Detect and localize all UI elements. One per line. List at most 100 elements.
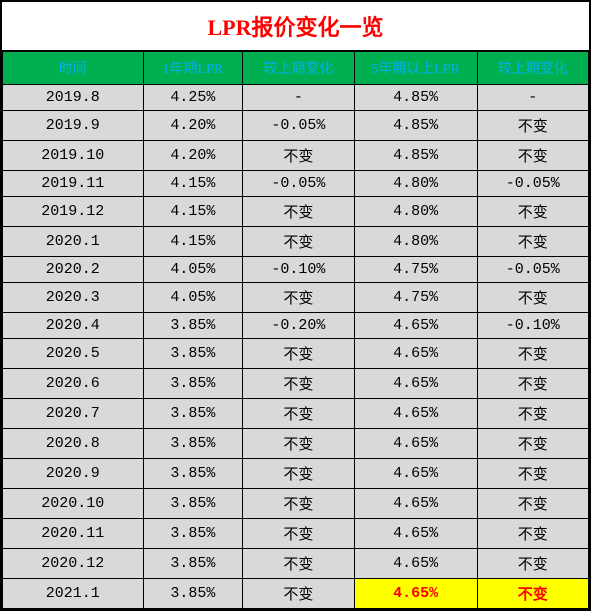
- cell-1y-change: -0.05%: [243, 171, 354, 197]
- table-row: 2019.124.15%不变4.80%不变: [3, 197, 589, 227]
- cell-5y-change: 不变: [477, 399, 588, 429]
- cell-1y-change: 不变: [243, 549, 354, 579]
- cell-time: 2019.8: [3, 85, 144, 111]
- cell-1y-lpr: 3.85%: [143, 339, 243, 369]
- cell-5y-lpr: 4.65%: [354, 369, 477, 399]
- header-5y-change: 较上期变化: [477, 52, 588, 85]
- cell-5y-change: 不变: [477, 339, 588, 369]
- table-row: 2020.14.15%不变4.80%不变: [3, 227, 589, 257]
- cell-1y-lpr: 3.85%: [143, 579, 243, 609]
- cell-1y-lpr: 4.15%: [143, 197, 243, 227]
- table-row: 2019.104.20%不变4.85%不变: [3, 141, 589, 171]
- header-row: 时间 1年期LPR 较上期变化 5年期以上LPR 较上期变化: [3, 52, 589, 85]
- cell-1y-change: 不变: [243, 339, 354, 369]
- cell-1y-change: -0.20%: [243, 313, 354, 339]
- cell-time: 2020.3: [3, 283, 144, 313]
- cell-1y-change: 不变: [243, 369, 354, 399]
- cell-5y-lpr: 4.65%: [354, 519, 477, 549]
- cell-1y-lpr: 3.85%: [143, 313, 243, 339]
- cell-5y-lpr: 4.65%: [354, 579, 477, 609]
- cell-5y-change: -0.05%: [477, 257, 588, 283]
- header-time: 时间: [3, 52, 144, 85]
- cell-time: 2019.12: [3, 197, 144, 227]
- cell-5y-lpr: 4.65%: [354, 313, 477, 339]
- table-row: 2020.103.85%不变4.65%不变: [3, 489, 589, 519]
- cell-time: 2020.4: [3, 313, 144, 339]
- header-1y-lpr: 1年期LPR: [143, 52, 243, 85]
- cell-1y-change: 不变: [243, 489, 354, 519]
- table-row: 2021.13.85%不变4.65%不变: [3, 579, 589, 609]
- table-body: 2019.84.25%-4.85%-2019.94.20%-0.05%4.85%…: [3, 85, 589, 609]
- cell-1y-lpr: 3.85%: [143, 519, 243, 549]
- cell-5y-change: -0.10%: [477, 313, 588, 339]
- cell-1y-change: 不变: [243, 429, 354, 459]
- cell-1y-change: -: [243, 85, 354, 111]
- table-row: 2020.113.85%不变4.65%不变: [3, 519, 589, 549]
- cell-1y-change: 不变: [243, 141, 354, 171]
- cell-1y-lpr: 4.25%: [143, 85, 243, 111]
- cell-1y-lpr: 4.15%: [143, 227, 243, 257]
- table-row: 2020.24.05%-0.10%4.75%-0.05%: [3, 257, 589, 283]
- cell-1y-lpr: 4.15%: [143, 171, 243, 197]
- cell-5y-lpr: 4.80%: [354, 227, 477, 257]
- cell-time: 2020.8: [3, 429, 144, 459]
- cell-5y-change: 不变: [477, 489, 588, 519]
- cell-5y-lpr: 4.65%: [354, 429, 477, 459]
- table-row: 2020.73.85%不变4.65%不变: [3, 399, 589, 429]
- cell-5y-lpr: 4.65%: [354, 489, 477, 519]
- cell-time: 2020.2: [3, 257, 144, 283]
- cell-5y-lpr: 4.80%: [354, 197, 477, 227]
- cell-5y-change: 不变: [477, 283, 588, 313]
- cell-1y-change: -0.10%: [243, 257, 354, 283]
- cell-1y-change: -0.05%: [243, 111, 354, 141]
- lpr-table: 时间 1年期LPR 较上期变化 5年期以上LPR 较上期变化 2019.84.2…: [2, 51, 589, 609]
- cell-1y-change: 不变: [243, 283, 354, 313]
- cell-1y-lpr: 4.05%: [143, 257, 243, 283]
- cell-time: 2020.9: [3, 459, 144, 489]
- cell-1y-lpr: 3.85%: [143, 429, 243, 459]
- table-row: 2020.123.85%不变4.65%不变: [3, 549, 589, 579]
- cell-5y-change: -0.05%: [477, 171, 588, 197]
- cell-5y-lpr: 4.85%: [354, 111, 477, 141]
- cell-5y-change: 不变: [477, 519, 588, 549]
- cell-time: 2020.5: [3, 339, 144, 369]
- cell-time: 2020.10: [3, 489, 144, 519]
- table-row: 2019.84.25%-4.85%-: [3, 85, 589, 111]
- cell-5y-change: 不变: [477, 111, 588, 141]
- cell-1y-change: 不变: [243, 459, 354, 489]
- cell-5y-lpr: 4.65%: [354, 459, 477, 489]
- cell-time: 2020.12: [3, 549, 144, 579]
- cell-5y-change: 不变: [477, 197, 588, 227]
- cell-5y-change: 不变: [477, 227, 588, 257]
- cell-5y-lpr: 4.85%: [354, 141, 477, 171]
- header-1y-change: 较上期变化: [243, 52, 354, 85]
- cell-1y-lpr: 3.85%: [143, 549, 243, 579]
- cell-5y-lpr: 4.85%: [354, 85, 477, 111]
- cell-1y-lpr: 4.20%: [143, 141, 243, 171]
- cell-time: 2020.11: [3, 519, 144, 549]
- cell-1y-lpr: 3.85%: [143, 369, 243, 399]
- cell-time: 2020.7: [3, 399, 144, 429]
- table-row: 2020.34.05%不变4.75%不变: [3, 283, 589, 313]
- cell-5y-lpr: 4.65%: [354, 339, 477, 369]
- table-row: 2020.53.85%不变4.65%不变: [3, 339, 589, 369]
- cell-1y-change: 不变: [243, 579, 354, 609]
- cell-5y-change: 不变: [477, 549, 588, 579]
- cell-5y-lpr: 4.75%: [354, 283, 477, 313]
- cell-1y-change: 不变: [243, 519, 354, 549]
- cell-1y-lpr: 4.20%: [143, 111, 243, 141]
- cell-time: 2019.10: [3, 141, 144, 171]
- table-row: 2020.83.85%不变4.65%不变: [3, 429, 589, 459]
- lpr-table-container: LPR报价变化一览 时间 1年期LPR 较上期变化 5年期以上LPR 较上期变化…: [0, 0, 591, 611]
- cell-1y-change: 不变: [243, 227, 354, 257]
- cell-1y-lpr: 3.85%: [143, 489, 243, 519]
- cell-1y-lpr: 4.05%: [143, 283, 243, 313]
- table-row: 2019.114.15%-0.05%4.80%-0.05%: [3, 171, 589, 197]
- cell-5y-change: 不变: [477, 141, 588, 171]
- cell-time: 2020.6: [3, 369, 144, 399]
- cell-time: 2020.1: [3, 227, 144, 257]
- cell-5y-change: 不变: [477, 579, 588, 609]
- cell-1y-change: 不变: [243, 197, 354, 227]
- cell-1y-lpr: 3.85%: [143, 399, 243, 429]
- table-title: LPR报价变化一览: [2, 2, 589, 51]
